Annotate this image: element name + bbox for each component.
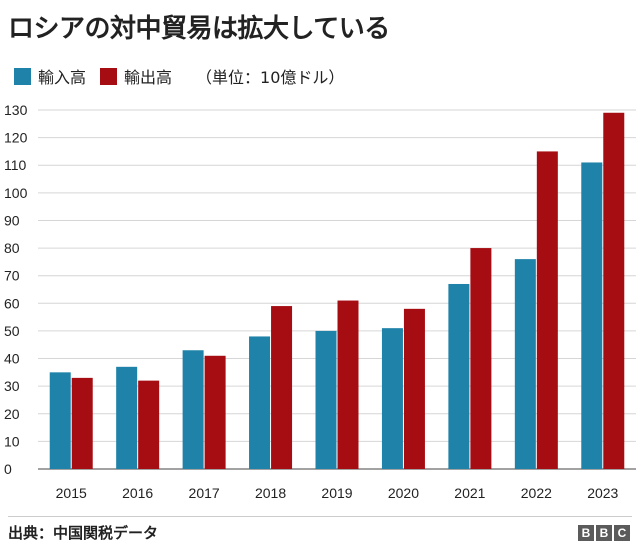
y-tick-label: 60 — [4, 295, 20, 311]
y-tick-label: 80 — [4, 240, 20, 256]
bar-imports — [116, 366, 138, 469]
legend-label-imports: 輸入高 — [38, 68, 87, 87]
bar-exports — [204, 355, 226, 469]
logo-letter: B — [596, 525, 612, 541]
x-tick-label: 2017 — [189, 485, 220, 501]
bar-exports — [337, 300, 359, 469]
bar-imports — [581, 162, 603, 469]
x-tick-label: 2022 — [521, 485, 552, 501]
legend-swatch-imports — [14, 67, 31, 85]
bar-exports — [470, 248, 492, 469]
bar-exports — [71, 377, 93, 469]
bar-imports — [249, 336, 271, 469]
legend-item-exports: 輸出高 — [100, 64, 172, 88]
y-tick-label: 90 — [4, 212, 20, 228]
bar-imports — [315, 330, 337, 469]
bar-exports — [403, 308, 425, 469]
x-tick-label: 2021 — [454, 485, 485, 501]
bar-exports — [603, 112, 625, 469]
y-tick-label: 120 — [4, 130, 28, 146]
y-tick-label: 70 — [4, 268, 20, 284]
legend-label-exports: 輸出高 — [124, 68, 173, 87]
bar-exports — [138, 380, 160, 469]
x-tick-label: 2023 — [587, 485, 618, 501]
unit-label: （単位：10億ドル） — [196, 68, 345, 87]
bar-imports — [448, 283, 470, 469]
bar-imports — [381, 328, 403, 469]
x-tick-label: 2018 — [255, 485, 286, 501]
chart-title: ロシアの対中貿易は拡大している — [8, 14, 390, 44]
y-tick-label: 30 — [4, 378, 20, 394]
source-note: 出典：中国関税データ — [8, 524, 159, 542]
x-tick-label: 2020 — [388, 485, 419, 501]
x-tick-label: 2016 — [122, 485, 153, 501]
bar-imports — [514, 259, 536, 469]
x-tick-label: 2019 — [321, 485, 352, 501]
bbc-logo: B B C — [578, 525, 630, 541]
y-tick-label: 0 — [4, 461, 12, 477]
y-tick-label: 50 — [4, 323, 20, 339]
logo-letter: C — [614, 525, 630, 541]
logo-letter: B — [578, 525, 594, 541]
legend-swatch-exports — [100, 67, 118, 85]
footer-divider — [8, 516, 632, 517]
y-tick-label: 20 — [4, 406, 20, 422]
legend: 輸入高 輸出高 （単位：10億ドル） — [14, 64, 344, 88]
y-tick-label: 10 — [4, 433, 20, 449]
bar-imports — [49, 372, 71, 469]
bar-imports — [182, 350, 204, 469]
bar-chart: 0 10 20 30 40 50 60 70 80 90 100 110 120 130 2015 2016 2… — [4, 102, 636, 501]
y-tick-label: 110 — [4, 157, 27, 173]
y-tick-label: 130 — [4, 102, 28, 118]
y-tick-label: 100 — [4, 185, 28, 201]
y-tick-label: 40 — [4, 351, 20, 367]
bar-exports — [536, 151, 558, 469]
x-tick-label: 2015 — [56, 485, 87, 501]
bar-exports — [271, 306, 293, 469]
legend-item-imports: 輸入高 — [14, 64, 86, 88]
